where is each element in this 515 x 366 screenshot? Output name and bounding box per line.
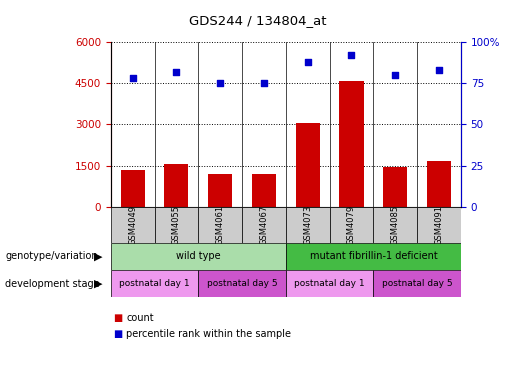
Point: [435, 67, 443, 73]
Text: GSM4049: GSM4049: [128, 205, 137, 245]
Bar: [111, 207, 154, 243]
Text: ■: ■: [113, 329, 123, 339]
Bar: [286, 243, 461, 270]
Bar: [154, 207, 198, 243]
Text: GSM4085: GSM4085: [391, 205, 400, 245]
Point: [391, 72, 400, 78]
Bar: [208, 174, 232, 207]
Text: GSM4079: GSM4079: [347, 205, 356, 245]
Text: GSM4061: GSM4061: [216, 205, 225, 245]
Bar: [296, 123, 320, 207]
Bar: [198, 207, 242, 243]
Text: ▶: ▶: [93, 279, 102, 289]
Text: ■: ■: [113, 313, 123, 322]
Bar: [339, 81, 364, 207]
Text: postnatal day 1: postnatal day 1: [294, 279, 365, 288]
Bar: [373, 270, 461, 298]
Text: GDS244 / 134804_at: GDS244 / 134804_at: [189, 14, 326, 27]
Text: wild type: wild type: [176, 251, 220, 261]
Text: mutant fibrillin-1 deficient: mutant fibrillin-1 deficient: [310, 251, 437, 261]
Point: [303, 59, 312, 65]
Point: [128, 75, 136, 81]
Bar: [242, 207, 286, 243]
Bar: [286, 207, 330, 243]
Bar: [164, 164, 188, 207]
Bar: [427, 161, 451, 207]
Bar: [111, 243, 286, 270]
Bar: [121, 170, 145, 207]
Point: [216, 80, 224, 86]
Text: postnatal day 1: postnatal day 1: [119, 279, 190, 288]
Text: GSM4067: GSM4067: [260, 205, 268, 245]
Text: GSM4073: GSM4073: [303, 205, 312, 245]
Bar: [383, 167, 407, 207]
Bar: [198, 270, 286, 298]
Bar: [111, 270, 198, 298]
Point: [260, 80, 268, 86]
Text: count: count: [126, 313, 154, 322]
Bar: [252, 174, 276, 207]
Bar: [417, 207, 461, 243]
Bar: [286, 270, 373, 298]
Text: percentile rank within the sample: percentile rank within the sample: [126, 329, 291, 339]
Bar: [373, 207, 417, 243]
Point: [172, 69, 180, 75]
Text: GSM4091: GSM4091: [435, 205, 443, 245]
Text: genotype/variation: genotype/variation: [5, 251, 98, 261]
Point: [347, 52, 355, 58]
Text: GSM4055: GSM4055: [172, 205, 181, 245]
Text: postnatal day 5: postnatal day 5: [207, 279, 278, 288]
Bar: [330, 207, 373, 243]
Text: ▶: ▶: [93, 251, 102, 261]
Text: postnatal day 5: postnatal day 5: [382, 279, 453, 288]
Text: development stage: development stage: [5, 279, 100, 289]
